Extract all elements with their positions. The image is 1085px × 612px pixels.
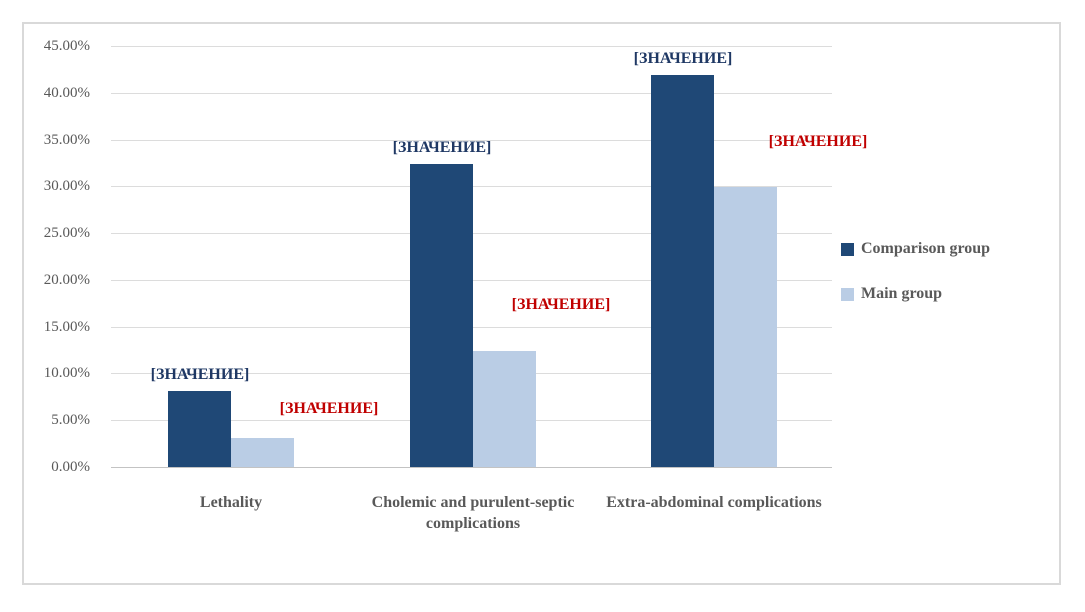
data-label-comparison-group: [ЗНАЧЕНИЕ] [392, 139, 492, 156]
y-tick-label: 30.00% [43, 178, 90, 194]
y-tick-label: 5.00% [51, 412, 90, 428]
bar-main-group [231, 438, 294, 467]
plot-area: 0.00% 5.00% 10.00% 15.00% 20.00% 25.00% 30.00%… [24, 24, 1059, 583]
y-tick-label: 40.00% [43, 85, 90, 101]
bar-main-group [473, 351, 536, 467]
data-label-comparison-group: [ЗНАЧЕНИЕ] [150, 366, 250, 383]
y-gridline [111, 140, 832, 141]
y-tick-label: 25.00% [43, 225, 90, 241]
y-tick-label: 35.00% [43, 132, 90, 148]
y-tick-label: 45.00% [43, 38, 90, 54]
y-gridline [111, 46, 832, 47]
legend-item: Main group [841, 285, 942, 303]
bar-comparison-group [410, 164, 473, 467]
legend-swatch-comparison-group [841, 242, 854, 256]
category-label: Extra-abdominal complications [606, 494, 822, 511]
data-label-main-group: [ЗНАЧЕНИЕ] [768, 133, 868, 150]
legend-label: Main group [861, 285, 943, 302]
bar-comparison-group [168, 391, 231, 467]
category-label: Cholemic and purulent-septic complicatio… [371, 494, 575, 532]
y-tick-label: 15.00% [43, 319, 90, 335]
category-label: Lethality [199, 494, 263, 511]
y-tick-label: 20.00% [43, 272, 90, 288]
chart-frame: 0.00% 5.00% 10.00% 15.00% 20.00% 25.00% 30.00%… [22, 22, 1061, 585]
y-tick-label: 10.00% [43, 365, 90, 381]
y-tick-label: 0.00% [51, 459, 90, 475]
y-gridline [111, 93, 832, 94]
data-label-comparison-group: [ЗНАЧЕНИЕ] [633, 50, 733, 67]
x-axis-line [111, 467, 832, 468]
legend-label: Comparison group [861, 240, 991, 257]
bar-comparison-group [651, 75, 714, 467]
legend-item: Comparison group [841, 240, 990, 258]
data-label-main-group: [ЗНАЧЕНИЕ] [279, 400, 379, 417]
data-label-main-group: [ЗНАЧЕНИЕ] [511, 296, 611, 313]
bar-main-group [714, 187, 777, 467]
legend-swatch-main-group [841, 287, 854, 301]
